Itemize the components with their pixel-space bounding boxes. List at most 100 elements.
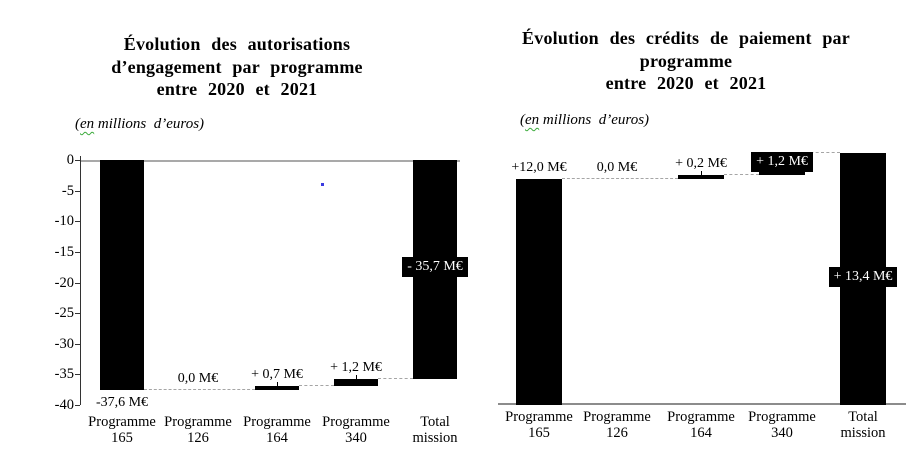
bar [516,179,562,405]
category-label-line: 165 [111,430,133,446]
connector-line [562,178,678,180]
zero-axis-line [498,403,906,405]
y-tick-label: -15 [54,243,74,260]
bar-value-text: +12,0 M€ [511,160,567,176]
bar-value-text: -37,6 M€ [95,395,149,411]
category-label-line: 164 [690,425,712,441]
y-axis-tick [75,343,80,345]
title-line: programme [639,50,733,71]
label-leader-line [701,171,702,178]
unit-note-text: ( [520,112,525,128]
unit-note-text: en [525,112,540,128]
bar-value-text: + 13,4 M€ [828,266,898,287]
category-label-line: mission [412,430,458,446]
category-label-line: Programme [748,409,816,425]
category-label: Total mission [387,414,483,446]
category-label-line: Programme [164,414,232,430]
bar-value-text: + 1,2 M€ [330,359,382,375]
category-label-line: Total [420,414,450,430]
bar-value-label: + 1,2 M€ [734,151,830,172]
bar-value-label: -37,6 M€ [74,394,170,411]
category-label: Programme 340 [308,414,404,446]
category-label-line: 340 [771,425,793,441]
bar-value-label: + 0,2 M€ [653,155,749,172]
y-tick-label: -40 [54,397,74,413]
y-axis-tick [75,313,80,315]
connector-line [378,377,413,379]
category-label-line: 126 [187,430,209,446]
connector-line [299,385,334,386]
bar-value-text: - 35,7 M€ [402,257,468,278]
y-tick-label: -30 [54,335,74,352]
y-tick-label: 0 [66,152,74,168]
bar [100,160,144,391]
category-label: Programme 164 [229,414,325,446]
y-axis-tick [75,405,80,406]
unit-note-text: ( [75,116,80,132]
bar-value-text: 0,0 M€ [177,371,219,387]
bar-value-text: + 0,2 M€ [675,156,727,172]
label-leader-line [356,374,357,381]
bar-value-label: 0,0 M€ [569,159,665,176]
category-label-line: 165 [528,425,550,441]
category-label-line: Programme [243,414,311,430]
category-label: Programme 164 [653,409,749,441]
bar-value-label: + 1,2 M€ [308,359,404,376]
title-line: Évolution des crédits de paiement par [522,28,850,48]
y-tick-label: -25 [54,305,74,322]
category-label-line: Programme [667,409,735,425]
title-line: entre 2020 et 2021 [156,79,318,99]
unit-note-right: (en millions d’euros) [520,112,649,129]
connector-line [144,389,255,391]
connector-line [724,174,759,176]
title-line: Évolution des autorisations [123,34,351,54]
category-label-line: Programme [505,409,573,425]
category-label-line: Programme [583,409,651,425]
unit-note-text: millions d’euros) [94,116,205,132]
unit-note-text: en [80,116,95,132]
y-tick-label: -5 [61,182,74,199]
category-label: Programme 340 [734,409,830,441]
y-tick-label: -35 [54,366,74,383]
bar [255,386,299,391]
stray-dot [321,183,324,186]
bar-value-label: + 0,7 M€ [229,366,325,383]
y-axis-tick [75,374,80,376]
y-tick-label: -10 [54,213,74,230]
y-axis-tick [75,251,80,253]
bar-value-label: - 35,7 M€ [387,257,483,278]
chart-title-credits-paiement: Évolution des crédits de paiement par pr… [483,27,889,95]
chart-title-autorisations: Évolution des autorisations d’engagement… [57,33,417,101]
label-leader-line [277,382,278,388]
category-label-line: Programme [322,414,390,430]
category-label: Programme 126 [150,414,246,446]
unit-note-left: (en millions d’euros) [75,116,204,133]
y-axis-tick [75,282,80,284]
bar-value-label: 0,0 M€ [150,370,246,387]
bar-value-text: 0,0 M€ [596,160,638,176]
connector-line [805,151,840,153]
category-label: Programme 126 [569,409,665,441]
category-label: Total mission [815,409,911,441]
bar-value-text: + 0,7 M€ [251,367,303,382]
category-label-line: Total [848,409,878,425]
category-label-line: 164 [266,430,288,446]
category-label-line: 126 [606,425,628,441]
y-tick-label: -20 [54,274,74,291]
category-label: Programme 165 [491,409,587,441]
unit-note-text: millions d’euros) [539,112,650,128]
title-line: entre 2020 et 2021 [605,73,767,93]
category-label-line: mission [840,425,886,441]
y-axis-tick [75,160,80,161]
bar-value-label: + 13,4 M€ [815,266,911,287]
category-label: Programme 165 [74,414,170,446]
bar-value-label: +12,0 M€ [491,159,587,176]
category-label-line: 340 [345,430,367,446]
bar-value-text: + 1,2 M€ [751,151,813,172]
title-line: d’engagement par programme [111,56,363,77]
y-axis-line [80,156,81,405]
y-axis-tick [75,221,80,223]
bar [334,378,378,386]
y-axis-tick [75,190,80,192]
